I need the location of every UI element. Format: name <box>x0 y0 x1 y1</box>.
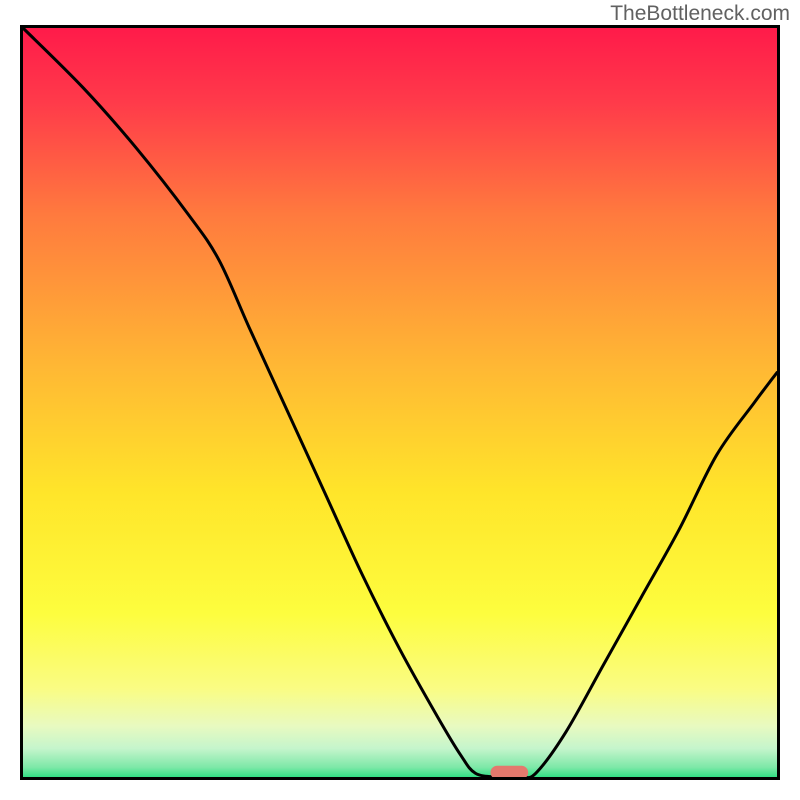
chart-container: TheBottleneck.com <box>0 0 800 800</box>
watermark-text: TheBottleneck.com <box>610 2 790 26</box>
plot-area <box>20 25 780 780</box>
bottleneck-curve-chart <box>20 25 780 780</box>
chart-background <box>22 27 779 779</box>
